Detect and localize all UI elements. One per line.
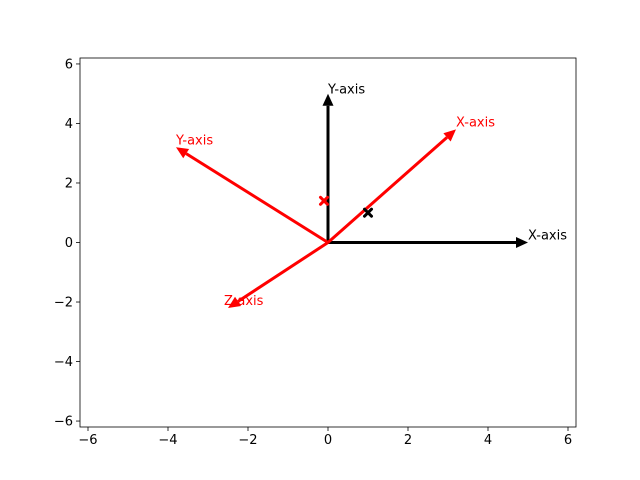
- y-tick-label: 6: [65, 57, 73, 72]
- y-tick-label: −6: [54, 415, 73, 430]
- vector-label: Z-axis: [224, 294, 264, 309]
- vector-label: Y-axis: [327, 83, 365, 98]
- vector-label: X-axis: [456, 115, 495, 130]
- y-tick-label: 0: [65, 236, 73, 251]
- x-tick-label: 2: [404, 433, 412, 448]
- x-tick-group: −6 −4 −2 0 2 4 6: [78, 427, 572, 448]
- vector-shaft: [327, 136, 448, 244]
- y-tick-label: −2: [54, 296, 73, 311]
- y-tick-label: 4: [65, 117, 73, 132]
- vector-shaft: [185, 152, 329, 244]
- x-tick-label: 6: [564, 433, 572, 448]
- x-tick-label: −2: [238, 433, 257, 448]
- vector-label: X-axis: [528, 229, 567, 244]
- vector-shaft: [237, 241, 329, 303]
- y-tick-label: −4: [54, 355, 73, 370]
- x-tick-label: 0: [324, 433, 332, 448]
- x-tick-label: 4: [484, 433, 492, 448]
- y-tick-label: 2: [65, 176, 73, 191]
- vector-label-group: X-axis Y-axis X-axis Y-axis Z-axis: [175, 83, 567, 309]
- vector-arrowhead: [516, 237, 528, 248]
- point-marker: [363, 207, 373, 218]
- vector-label: Y-axis: [175, 133, 213, 148]
- plot-frame: [79, 57, 577, 428]
- y-tick-group: −6 −4 −2 0 2 4 6: [54, 57, 80, 430]
- vector-group: [176, 93, 528, 308]
- vector-arrowhead: [322, 93, 334, 106]
- point-marker-group: [319, 195, 373, 218]
- vector-arrowhead: [176, 147, 190, 159]
- point-marker: [319, 195, 329, 206]
- vector-arrowhead: [228, 296, 242, 308]
- x-tick-label: −4: [158, 433, 177, 448]
- vector-arrowhead: [443, 129, 456, 142]
- x-tick-label: −6: [78, 433, 97, 448]
